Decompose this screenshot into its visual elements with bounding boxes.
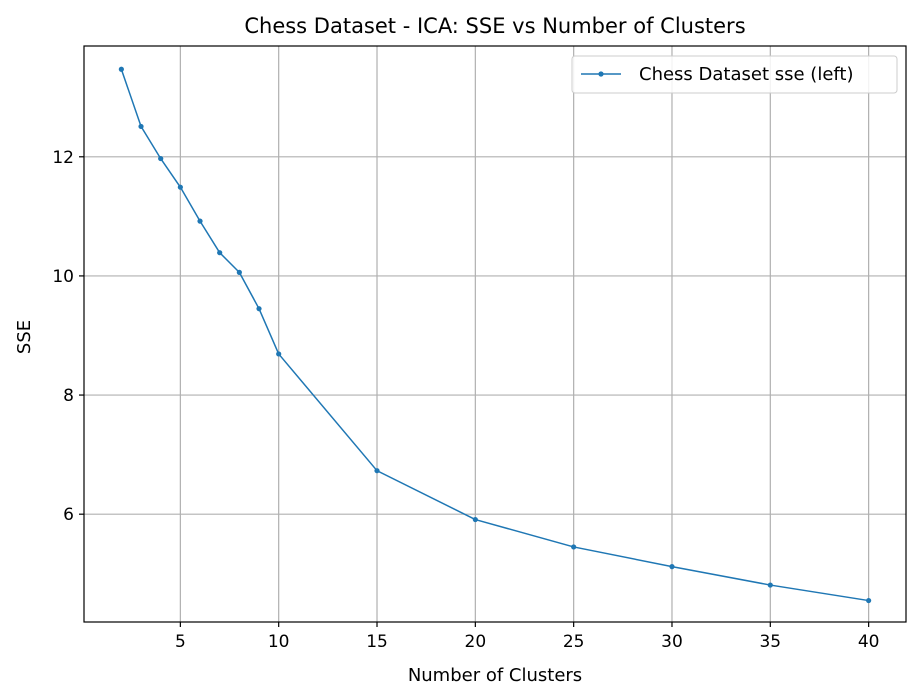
y-tick-label: 10: [52, 267, 74, 287]
legend: Chess Dataset sse (left): [571, 55, 898, 94]
series-layer: [118, 66, 872, 604]
y-tick-label: 12: [52, 148, 74, 168]
data-point: [158, 155, 164, 162]
chart-title: Chess Dataset - ICA: SSE vs Number of Cl…: [244, 14, 745, 38]
data-point: [866, 597, 872, 604]
x-axis-label: Number of Clusters: [408, 665, 582, 686]
ticks: 5 10 15 20 25 30 35 40 6 8 10 12: [52, 148, 879, 652]
plot-frame: [83, 45, 907, 623]
x-tick-label: 20: [465, 632, 487, 652]
data-point: [571, 544, 577, 550]
data-point: [472, 516, 478, 523]
y-tick-label: 8: [63, 386, 74, 406]
data-point: [118, 66, 124, 72]
data-point: [236, 269, 242, 275]
x-tick-label: 40: [858, 632, 880, 652]
x-tick-label: 15: [366, 632, 388, 652]
x-tick-label: 30: [661, 632, 683, 652]
grid: [84, 46, 906, 622]
data-point: [197, 218, 203, 224]
data-point: [276, 351, 282, 357]
legend-marker: [598, 71, 604, 77]
data-point: [374, 468, 380, 474]
data-point: [177, 184, 183, 190]
x-tick-label: 10: [268, 632, 290, 652]
y-tick-label: 6: [63, 505, 74, 525]
legend-label: Chess Dataset sse (left): [639, 64, 854, 85]
legend-box: [571, 55, 898, 94]
y-axis-label: SSE: [14, 320, 35, 354]
data-point: [256, 306, 262, 312]
data-point: [669, 564, 675, 570]
x-tick-label: 25: [563, 632, 585, 652]
data-point: [217, 250, 223, 256]
x-tick-label: 5: [175, 632, 186, 652]
data-point: [138, 123, 144, 130]
data-point: [767, 582, 773, 588]
x-tick-label: 35: [759, 632, 781, 652]
